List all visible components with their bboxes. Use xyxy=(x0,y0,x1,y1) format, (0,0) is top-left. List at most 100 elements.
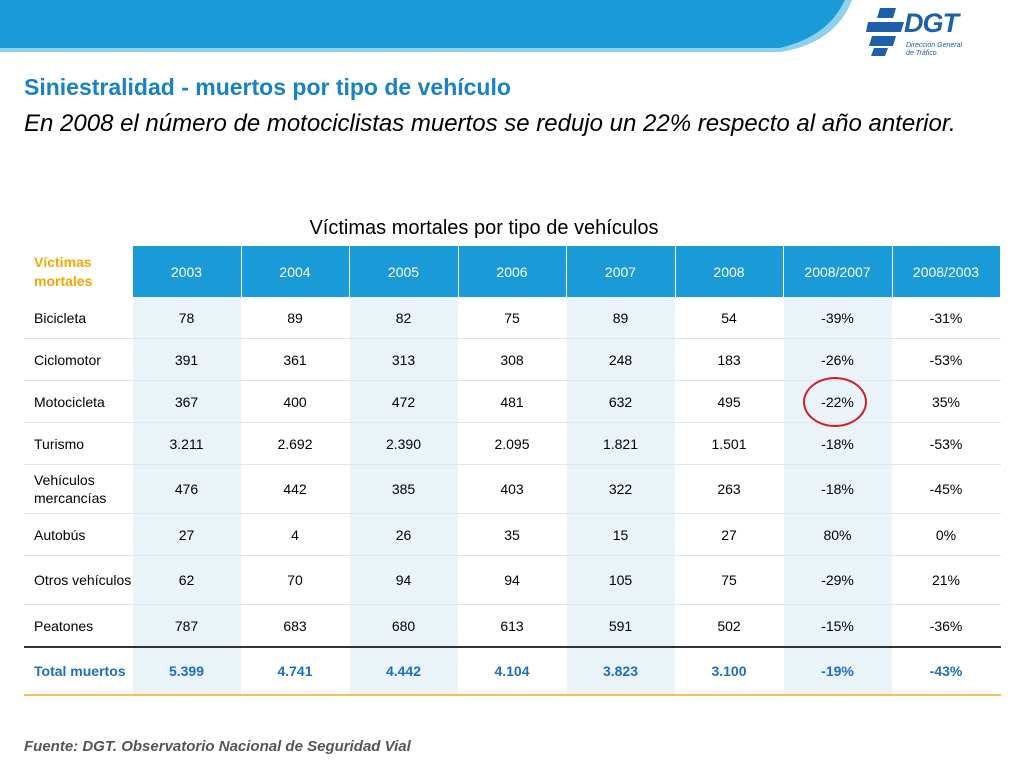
table-cell: 105 xyxy=(566,555,676,605)
table-cell: 4 xyxy=(241,513,350,556)
table-cell: -18% xyxy=(783,422,893,465)
table-caption: Víctimas mortales por tipo de vehículos xyxy=(309,217,659,239)
column-header: 2008 xyxy=(675,246,784,297)
table-cell: -53% xyxy=(892,338,1001,381)
dgt-logo: DGT Dirección General de Tráfico xyxy=(866,6,1016,64)
table-cell: -26% xyxy=(783,338,893,381)
table-cell: 2.390 xyxy=(349,422,459,465)
table-cell: 89 xyxy=(241,297,350,339)
table-cell: -31% xyxy=(892,297,1001,339)
table-row: Motocicleta 367 400 472 481 632 495 -22% 35% xyxy=(24,380,1001,423)
source-footer: Fuente: DGT. Observatorio Nacional de Se… xyxy=(24,738,411,755)
table-cell: 62 xyxy=(132,555,242,605)
table-cell: 2.692 xyxy=(241,422,350,465)
column-header: 2008/2003 xyxy=(892,246,1001,297)
column-header: 2006 xyxy=(458,246,567,297)
table-cell: -39% xyxy=(783,297,893,339)
table-cell: 308 xyxy=(458,338,567,381)
dgt-cross-icon xyxy=(866,8,904,56)
table-cell: 70 xyxy=(241,555,350,605)
table-row: Vehículos mercancías 476 442 385 403 322 263 -1… xyxy=(24,464,1001,514)
table-cell: -22% xyxy=(783,380,893,423)
table-row: Peatones 787 683 680 613 591 502 -15% -36% xyxy=(24,604,1001,648)
total-cell: 3.100 xyxy=(675,646,784,696)
table-cell: 472 xyxy=(349,380,459,423)
table-cell: 35 xyxy=(458,513,567,556)
row-label: Peatones xyxy=(24,604,133,648)
table-cell: 54 xyxy=(675,297,784,339)
table-cell: 476 xyxy=(132,464,242,514)
total-cell: 5.399 xyxy=(132,646,242,696)
table-cell: 0% xyxy=(892,513,1001,556)
logo-wordmark: DGT xyxy=(904,8,959,38)
table-cell: 89 xyxy=(566,297,676,339)
table-cell: 35% xyxy=(892,380,1001,423)
table-cell: -45% xyxy=(892,464,1001,514)
total-cell: 4.104 xyxy=(458,646,567,696)
row-label: Bicicleta xyxy=(24,297,133,339)
slide-subtitle: En 2008 el número de motociclistas muert… xyxy=(24,110,956,137)
table-cell: 3.211 xyxy=(132,422,242,465)
table-cell: 322 xyxy=(566,464,676,514)
table-cell: 313 xyxy=(349,338,459,381)
table-cell: -53% xyxy=(892,422,1001,465)
table-cell: 391 xyxy=(132,338,242,381)
table-cell: 263 xyxy=(675,464,784,514)
table-cell: -15% xyxy=(783,604,893,648)
table-cell: 1.501 xyxy=(675,422,784,465)
logo-subtitle-line2: de Tráfico xyxy=(906,50,937,57)
table-cell: 680 xyxy=(349,604,459,648)
table-cell: 502 xyxy=(675,604,784,648)
total-row: Total muertos 5.399 4.741 4.442 4.104 3.… xyxy=(24,646,1001,696)
table-cell: 248 xyxy=(566,338,676,381)
total-label: Total muertos xyxy=(24,646,133,696)
table-cell: 75 xyxy=(675,555,784,605)
slide-title: Siniestralidad - muertos por tipo de veh… xyxy=(24,74,511,100)
row-label: Turismo xyxy=(24,422,133,465)
table-cell: 1.821 xyxy=(566,422,676,465)
table-row: Turismo 3.211 2.692 2.390 2.095 1.821 1.501 -18… xyxy=(24,422,1001,465)
column-header: 2007 xyxy=(566,246,676,297)
table-cell: 632 xyxy=(566,380,676,423)
table-cell: -36% xyxy=(892,604,1001,648)
table-cell: 367 xyxy=(132,380,242,423)
column-header: 2003 xyxy=(132,246,242,297)
row-label: Vehículos mercancías xyxy=(24,464,133,514)
total-cell: -19% xyxy=(783,646,893,696)
table-cell: 400 xyxy=(241,380,350,423)
table-cell: -29% xyxy=(783,555,893,605)
row-label: Motocicleta xyxy=(24,380,133,423)
corner-header: Víctimas mortales xyxy=(24,246,133,297)
row-label: Autobús xyxy=(24,513,133,556)
table-cell: 94 xyxy=(458,555,567,605)
table-cell: 80% xyxy=(783,513,893,556)
table-row: Ciclomotor 391 361 313 308 248 183 -26% -53% xyxy=(24,338,1001,381)
column-header: 2008/2007 xyxy=(783,246,893,297)
table-cell: 495 xyxy=(675,380,784,423)
table-cell: 787 xyxy=(132,604,242,648)
table-cell: 385 xyxy=(349,464,459,514)
row-label: Otros vehículos xyxy=(24,555,133,605)
table-cell: 94 xyxy=(349,555,459,605)
table-cell: 21% xyxy=(892,555,1001,605)
table-cell: 27 xyxy=(675,513,784,556)
fatalities-table: Víctimas mortales 2003 2004 2005 2006 20… xyxy=(24,246,1001,696)
table-cell: 683 xyxy=(241,604,350,648)
table-cell: 82 xyxy=(349,297,459,339)
table-row: Bicicleta 78 89 82 75 89 54 -39% -31% xyxy=(24,297,1001,339)
table-cell: 27 xyxy=(132,513,242,556)
table-cell: 591 xyxy=(566,604,676,648)
logo-subtitle: Dirección General de Tráfico xyxy=(906,42,962,58)
table-cell: 2.095 xyxy=(458,422,567,465)
total-cell: -43% xyxy=(892,646,1001,696)
total-cell: 4.741 xyxy=(241,646,350,696)
table-row: Otros vehículos 62 70 94 94 105 75 -29% 21% xyxy=(24,555,1001,605)
table-header-row: Víctimas mortales 2003 2004 2005 2006 20… xyxy=(24,246,1001,297)
table-cell: 481 xyxy=(458,380,567,423)
table-cell: -18% xyxy=(783,464,893,514)
table-cell: 403 xyxy=(458,464,567,514)
table-cell: 442 xyxy=(241,464,350,514)
total-cell: 3.823 xyxy=(566,646,676,696)
table-cell: 78 xyxy=(132,297,242,339)
table-cell: 26 xyxy=(349,513,459,556)
